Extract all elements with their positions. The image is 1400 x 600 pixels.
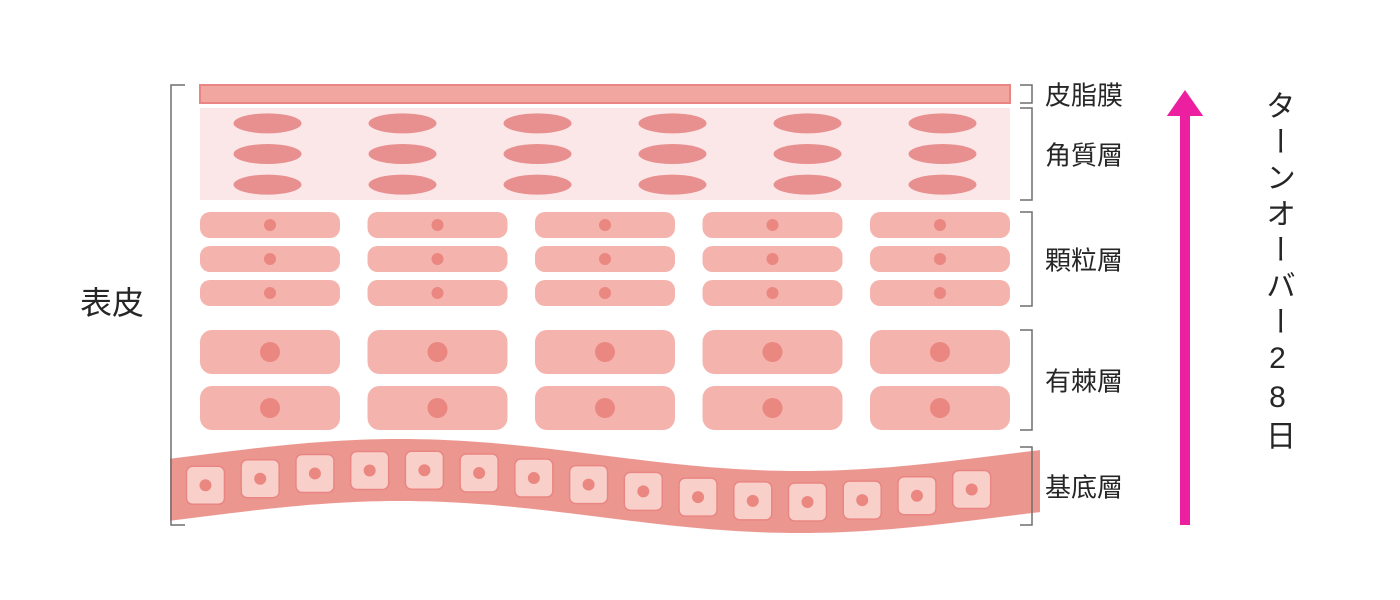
granular-nucleus (264, 253, 276, 265)
basal-nucleus (528, 472, 540, 484)
bracket-right (1020, 108, 1032, 200)
layer-label-sebum: 皮脂膜 (1045, 76, 1123, 113)
basal-nucleus (583, 479, 595, 491)
horny-cell (234, 144, 302, 164)
spinous-nucleus (763, 342, 783, 362)
layer-label-granular: 顆粒層 (1045, 241, 1123, 278)
basal-nucleus (309, 467, 321, 479)
granular-nucleus (264, 219, 276, 231)
turnover-arrow-head (1167, 90, 1203, 116)
horny-cell (909, 175, 977, 195)
horny-cell (369, 175, 437, 195)
granular-nucleus (934, 253, 946, 265)
granular-nucleus (599, 219, 611, 231)
basal-nucleus (747, 495, 759, 507)
bracket-right (1020, 85, 1032, 103)
horny-cell (234, 113, 302, 133)
bracket-right (1020, 212, 1032, 306)
horny-cell (639, 144, 707, 164)
turnover-label: ターンオーバー28日 (1255, 90, 1299, 456)
horny-cell (639, 113, 707, 133)
spinous-nucleus (260, 398, 280, 418)
granular-nucleus (934, 287, 946, 299)
basal-nucleus (966, 484, 978, 496)
layer-label-spinous: 有棘層 (1045, 362, 1123, 399)
granular-nucleus (767, 287, 779, 299)
basal-nucleus (637, 485, 649, 497)
horny-cell (774, 175, 842, 195)
horny-cell (639, 175, 707, 195)
horny-cell (369, 144, 437, 164)
spinous-nucleus (595, 342, 615, 362)
basal-nucleus (199, 479, 211, 491)
spinous-nucleus (930, 342, 950, 362)
basal-nucleus (418, 464, 430, 476)
horny-layer-bg (200, 108, 1010, 200)
basal-nucleus (473, 467, 485, 479)
horny-cell (909, 113, 977, 133)
granular-nucleus (767, 219, 779, 231)
granular-nucleus (599, 287, 611, 299)
layer-label-horny: 角質層 (1045, 136, 1123, 173)
spinous-nucleus (260, 342, 280, 362)
horny-cell (234, 175, 302, 195)
granular-nucleus (432, 253, 444, 265)
skin-layers-diagram (0, 0, 1400, 600)
horny-cell (774, 113, 842, 133)
basal-nucleus (856, 494, 868, 506)
horny-cell (369, 113, 437, 133)
spinous-nucleus (428, 342, 448, 362)
basal-nucleus (364, 464, 376, 476)
epidermis-label: 表皮 (80, 278, 144, 324)
basal-nucleus (802, 496, 814, 508)
horny-cell (909, 144, 977, 164)
basal-nucleus (911, 490, 923, 502)
granular-nucleus (264, 287, 276, 299)
layer-label-basal: 基底層 (1045, 468, 1123, 505)
spinous-nucleus (595, 398, 615, 418)
horny-cell (774, 144, 842, 164)
granular-nucleus (934, 219, 946, 231)
horny-cell (504, 144, 572, 164)
basal-nucleus (692, 491, 704, 503)
horny-cell (504, 175, 572, 195)
granular-nucleus (432, 287, 444, 299)
sebum-layer (200, 85, 1010, 103)
basal-nucleus (254, 473, 266, 485)
bracket-right (1020, 330, 1032, 430)
spinous-nucleus (930, 398, 950, 418)
spinous-nucleus (763, 398, 783, 418)
granular-nucleus (767, 253, 779, 265)
granular-nucleus (599, 253, 611, 265)
granular-nucleus (432, 219, 444, 231)
horny-cell (504, 113, 572, 133)
spinous-nucleus (428, 398, 448, 418)
